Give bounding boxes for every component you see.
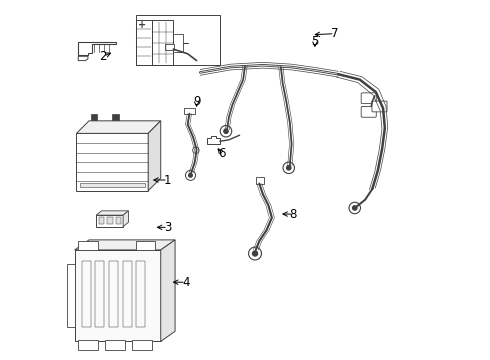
Bar [96, 215, 123, 226]
Bar [136, 15, 220, 65]
Circle shape [287, 166, 291, 170]
Bar [122, 261, 132, 327]
Circle shape [252, 251, 258, 256]
FancyBboxPatch shape [372, 101, 387, 112]
Polygon shape [74, 240, 175, 250]
Bar [80, 183, 145, 187]
Circle shape [353, 206, 357, 210]
Text: 6: 6 [218, 147, 225, 159]
Circle shape [189, 174, 192, 177]
Bar [136, 261, 146, 327]
Polygon shape [161, 240, 175, 341]
Circle shape [193, 147, 199, 153]
Circle shape [248, 247, 262, 260]
Bar [136, 241, 155, 250]
Bar [76, 134, 148, 191]
Text: 1: 1 [164, 174, 171, 186]
Bar [184, 108, 195, 114]
Bar [78, 241, 98, 250]
Bar [256, 177, 265, 184]
Text: 8: 8 [290, 208, 297, 221]
Text: 7: 7 [331, 27, 339, 40]
Text: 9: 9 [193, 95, 200, 108]
Circle shape [349, 202, 361, 214]
Polygon shape [68, 264, 74, 327]
FancyBboxPatch shape [361, 107, 376, 117]
Bar [136, 21, 152, 65]
Bar [132, 340, 152, 350]
Polygon shape [78, 56, 88, 60]
Bar [116, 217, 121, 225]
Text: +: + [138, 20, 146, 30]
Text: 3: 3 [164, 221, 171, 234]
Polygon shape [96, 211, 128, 215]
Bar [112, 114, 119, 120]
Bar [96, 261, 104, 327]
Polygon shape [207, 136, 220, 144]
Circle shape [224, 129, 228, 134]
Polygon shape [76, 121, 161, 134]
Bar [74, 250, 161, 341]
FancyBboxPatch shape [361, 93, 376, 104]
Text: 2: 2 [99, 50, 107, 63]
Polygon shape [123, 211, 128, 226]
Text: 5: 5 [311, 35, 318, 49]
Bar [82, 261, 91, 327]
Text: 4: 4 [182, 276, 190, 289]
Circle shape [220, 126, 232, 137]
Circle shape [283, 162, 294, 174]
Bar [78, 340, 98, 350]
Circle shape [186, 170, 196, 180]
Polygon shape [78, 42, 116, 55]
Bar [152, 21, 173, 65]
Bar [109, 261, 118, 327]
Bar [105, 340, 125, 350]
Polygon shape [148, 121, 161, 191]
Bar [166, 44, 174, 50]
Bar [91, 114, 97, 120]
Bar [107, 217, 113, 225]
Bar [99, 217, 104, 225]
